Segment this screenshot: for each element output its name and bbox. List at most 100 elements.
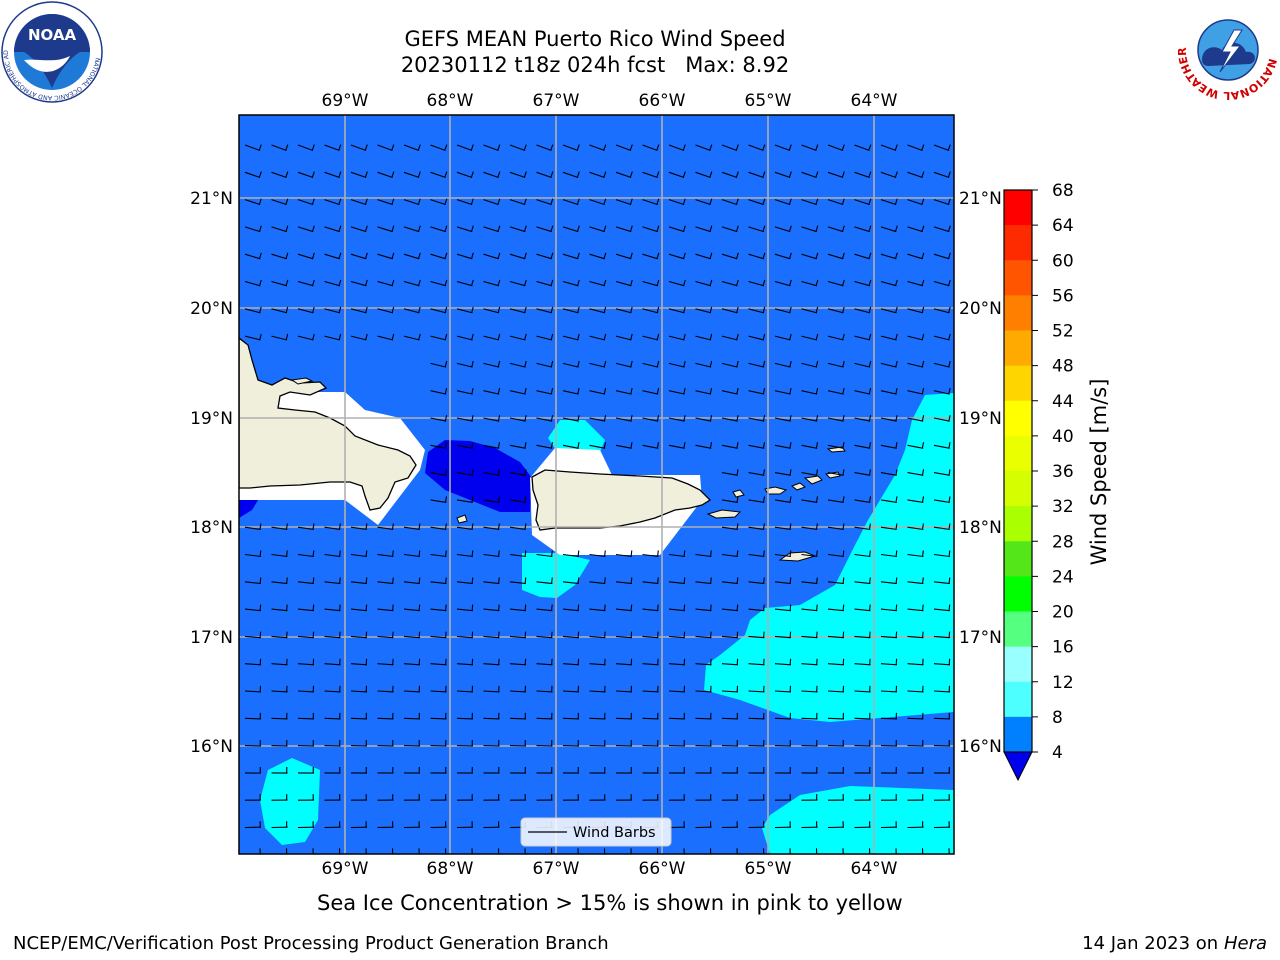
wind-barb [430, 171, 448, 179]
wind-barb [430, 631, 447, 639]
wind-barb [377, 821, 394, 829]
svg-text:NOAA: NOAA [28, 26, 77, 44]
wind-barb [748, 306, 766, 314]
wind-barb [774, 144, 792, 152]
wind-band-8-12-pr-north [548, 420, 605, 452]
wind-barb [801, 550, 818, 558]
wind-barb [456, 766, 474, 774]
colorbar-label: Wind Speed [m/s] [1087, 379, 1111, 566]
wind-barb [933, 604, 951, 612]
wind-barb [377, 279, 395, 287]
wind-barb [615, 577, 633, 585]
forecast-run: 20230112 t18z 024h fcst [400, 53, 666, 77]
wind-barb [509, 550, 527, 558]
wind-barb [350, 171, 368, 179]
wind-barb [880, 360, 898, 368]
wind-barb [827, 387, 845, 395]
tortuga-island [290, 377, 314, 385]
colorbar-segment [1004, 541, 1032, 577]
wind-barb [350, 333, 368, 341]
colorbar-tick-label: 64 [1052, 216, 1074, 236]
wind-barb [801, 415, 819, 422]
wind-barb [774, 604, 792, 612]
wind-barb [854, 171, 872, 179]
wind-barb [801, 333, 819, 341]
wind-barb [668, 821, 686, 829]
wind-barb [589, 415, 607, 422]
wind-barb [933, 387, 951, 395]
wind-barb [642, 252, 660, 260]
wind-barb [933, 766, 951, 774]
wind-barb [642, 604, 659, 612]
wind-barb [615, 198, 633, 206]
wind-barb [907, 604, 924, 612]
wind-barb [430, 712, 447, 720]
wind-barb [456, 712, 474, 720]
wind-barb [827, 360, 845, 368]
colorbar-segment [1004, 225, 1032, 261]
wind-barb [350, 604, 368, 612]
wind-barb [827, 523, 845, 531]
wind-barb [748, 442, 766, 449]
wind-barb [350, 712, 368, 720]
wind-barb [244, 252, 262, 260]
wind-barb [721, 496, 739, 503]
wind-barb [854, 766, 871, 774]
wind-barb [880, 442, 898, 449]
wind-barb [933, 144, 951, 152]
latitude-labels-right: 21°N 20°N 19°N 18°N 17°N 16°N [959, 189, 1002, 757]
wind-barb [827, 604, 845, 612]
wind-barb [933, 171, 951, 179]
wind-barb [297, 225, 315, 233]
map-area [239, 115, 954, 854]
wind-barb [297, 550, 315, 558]
wind-barb [297, 712, 315, 720]
wind-barb [801, 279, 819, 287]
wind-barb [801, 198, 819, 206]
wind-barb [615, 631, 633, 639]
wind-barb [456, 496, 474, 503]
wind-barb [509, 577, 527, 585]
wind-barb [801, 496, 819, 503]
wind-barb [801, 658, 818, 666]
wind-barb [483, 658, 500, 666]
wind-barb [668, 712, 686, 720]
wind-barb [642, 360, 660, 368]
wind-barb [244, 794, 262, 801]
wind-barb [880, 604, 898, 612]
wind-barb [695, 306, 713, 314]
wind-barb [827, 794, 845, 801]
wind-barb [483, 685, 500, 693]
wind-barb [403, 550, 421, 558]
wind-barb [377, 631, 394, 639]
wind-barb [430, 144, 448, 152]
footer-host: Hera [1223, 933, 1267, 954]
wind-barb [721, 415, 739, 422]
wind-barb [907, 523, 924, 531]
wind-barb [907, 198, 925, 206]
latitude-labels-left: 21°N 20°N 19°N 18°N 17°N 16°N [190, 189, 233, 757]
wind-barb [509, 144, 527, 152]
wind-barb [377, 550, 394, 558]
wind-barb [430, 415, 448, 422]
wind-barb [509, 171, 527, 179]
wind-barb [562, 306, 580, 314]
wind-barb [695, 333, 713, 341]
wind-barb [933, 631, 951, 639]
wind-barb [668, 360, 686, 368]
colorbar-tick-label: 60 [1052, 251, 1074, 271]
wind-barb [774, 496, 792, 503]
wind-barb [509, 279, 527, 287]
wind-barb [589, 198, 607, 206]
wind-barb [907, 712, 924, 720]
wind-barb [377, 306, 395, 314]
wind-barb [324, 604, 341, 612]
wind-barb [403, 766, 421, 774]
wind-barb [403, 577, 421, 585]
tortola-island [803, 475, 823, 485]
wind-barb [377, 739, 394, 747]
wind-barb [589, 442, 607, 449]
wind-barb [774, 279, 792, 287]
wind-barb [483, 252, 501, 260]
wind-barb [536, 306, 554, 314]
